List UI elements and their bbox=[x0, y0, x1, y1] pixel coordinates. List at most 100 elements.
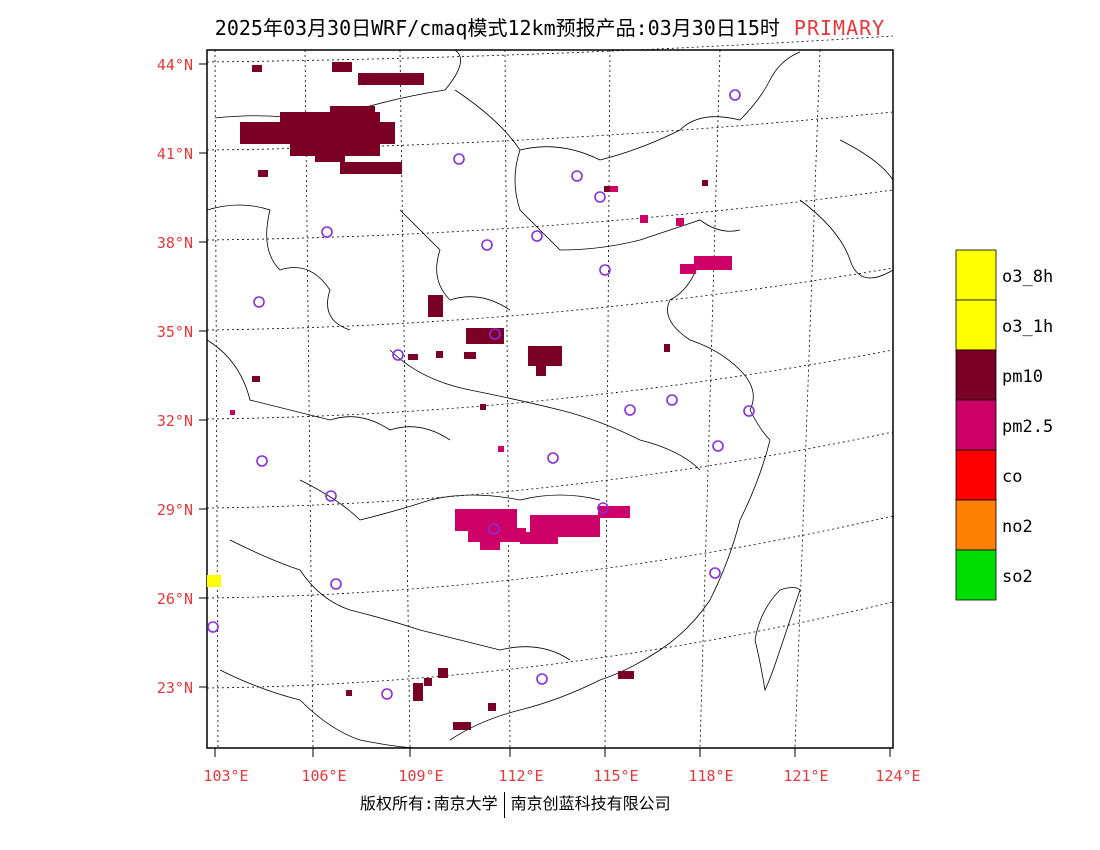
legend-label-so2: so2 bbox=[1002, 567, 1033, 587]
pm10-patch bbox=[340, 162, 402, 174]
station-marker bbox=[207, 621, 219, 633]
pm10-patch bbox=[252, 65, 262, 72]
pm10-patch bbox=[332, 62, 352, 72]
station-marker bbox=[488, 523, 500, 535]
legend-swatch-pm10 bbox=[955, 349, 997, 401]
pm10-patch bbox=[488, 703, 496, 711]
map-title: 2025年03月30日WRF/cmaq模式12km预报产品:03月30日15时 P… bbox=[0, 12, 1100, 41]
pm10-patch bbox=[536, 362, 546, 376]
pm10-patch bbox=[702, 180, 708, 186]
pm25-patch bbox=[455, 509, 517, 531]
lat-label: 38°N bbox=[157, 234, 193, 252]
lat-label: 23°N bbox=[157, 679, 193, 697]
pm10-patch bbox=[438, 668, 448, 678]
pm25-patch bbox=[680, 264, 696, 274]
station-marker bbox=[597, 502, 609, 514]
station-marker bbox=[256, 455, 268, 467]
legend-swatch-co bbox=[955, 449, 997, 501]
legend-label-pm10: pm10 bbox=[1002, 367, 1043, 387]
pm10-areas bbox=[240, 62, 708, 730]
o3-areas bbox=[207, 575, 221, 587]
pm10-patch bbox=[290, 140, 380, 156]
pm25-patch bbox=[640, 215, 648, 223]
pm10-patch bbox=[428, 295, 443, 317]
pm10-patch bbox=[408, 354, 418, 360]
lat-axis bbox=[199, 63, 207, 688]
legend-swatch-so2 bbox=[955, 549, 997, 601]
lat-label: 44°N bbox=[157, 56, 193, 74]
station-marker bbox=[325, 490, 337, 502]
legend-swatch-no2 bbox=[955, 499, 997, 551]
lon-label: 115°E bbox=[593, 767, 638, 785]
station-marker bbox=[599, 264, 611, 276]
lat-label: 29°N bbox=[157, 501, 193, 519]
legend-swatch-pm25 bbox=[955, 399, 997, 451]
boundaries bbox=[206, 49, 894, 749]
pm10-patch bbox=[480, 404, 486, 410]
pm10-patch bbox=[604, 186, 614, 192]
pm10-patch bbox=[436, 351, 443, 358]
pm10-patch bbox=[240, 122, 395, 144]
station-marker bbox=[321, 226, 333, 238]
station-marker bbox=[743, 405, 755, 417]
lon-label: 106°E bbox=[301, 767, 346, 785]
pm10-patch bbox=[664, 344, 670, 352]
copyright-right: 南京创蓝科技有限公司 bbox=[510, 794, 671, 813]
pm10-patch bbox=[424, 678, 432, 686]
station-marker bbox=[571, 170, 583, 182]
pm10-patch bbox=[618, 671, 634, 679]
station-marker bbox=[729, 89, 741, 101]
legend-label-co: co bbox=[1002, 467, 1022, 487]
lon-label: 124°E bbox=[875, 767, 920, 785]
title-text: 2025年03月30日WRF/cmaq模式12km预报产品:03月30日15时 bbox=[214, 16, 780, 40]
legend-label-o3-1h: o3_1h bbox=[1002, 317, 1053, 337]
pm25-patch bbox=[480, 538, 500, 550]
station-marker bbox=[536, 673, 548, 685]
station-marker bbox=[712, 440, 724, 452]
lon-label: 121°E bbox=[783, 767, 828, 785]
pm25-patch bbox=[498, 446, 504, 452]
pm10-patch bbox=[413, 683, 423, 701]
lon-labels: 103°E 106°E 109°E 112°E 115°E 118°E 121°… bbox=[203, 767, 920, 785]
pm25-patch bbox=[530, 515, 600, 537]
station-marker bbox=[453, 153, 465, 165]
station-marker bbox=[666, 394, 678, 406]
lon-label: 103°E bbox=[203, 767, 248, 785]
station-markers bbox=[207, 89, 755, 700]
legend-label-o3-8h: o3_8h bbox=[1002, 267, 1053, 287]
station-marker bbox=[547, 452, 559, 464]
pm25-areas bbox=[230, 186, 732, 550]
station-marker bbox=[531, 230, 543, 242]
pm10-patch bbox=[453, 722, 471, 730]
station-marker bbox=[481, 239, 493, 251]
station-marker bbox=[624, 404, 636, 416]
pm25-patch bbox=[676, 218, 684, 226]
pm10-patch bbox=[252, 376, 260, 382]
pm10-patch bbox=[528, 346, 562, 366]
o3-patch bbox=[207, 575, 221, 587]
station-marker bbox=[489, 328, 501, 340]
copyright-left: 版权所有:南京大学 bbox=[360, 794, 498, 813]
legend-swatch-o3-8h bbox=[955, 249, 997, 301]
pm10-patch bbox=[358, 73, 424, 85]
copyright-footer: 版权所有:南京大学 南京创蓝科技有限公司 bbox=[360, 790, 671, 818]
station-marker bbox=[253, 296, 265, 308]
primary-tag: PRIMARY bbox=[793, 16, 886, 40]
legend-swatch-o3-1h bbox=[955, 299, 997, 351]
pm25-patch bbox=[610, 186, 618, 192]
station-marker bbox=[330, 578, 342, 590]
lat-label: 35°N bbox=[157, 323, 193, 341]
pm10-patch bbox=[315, 152, 345, 162]
legend-label-no2: no2 bbox=[1002, 517, 1033, 537]
pm25-patch bbox=[694, 256, 732, 270]
station-marker bbox=[392, 349, 404, 361]
lon-label: 112°E bbox=[498, 767, 543, 785]
station-marker bbox=[594, 191, 606, 203]
legend-label-pm25: pm2.5 bbox=[1002, 417, 1053, 437]
pm10-patch bbox=[330, 106, 375, 116]
pm10-patch bbox=[258, 170, 268, 177]
pm25-patch bbox=[520, 532, 558, 544]
lat-label: 41°N bbox=[157, 145, 193, 163]
map-frame bbox=[206, 49, 894, 749]
